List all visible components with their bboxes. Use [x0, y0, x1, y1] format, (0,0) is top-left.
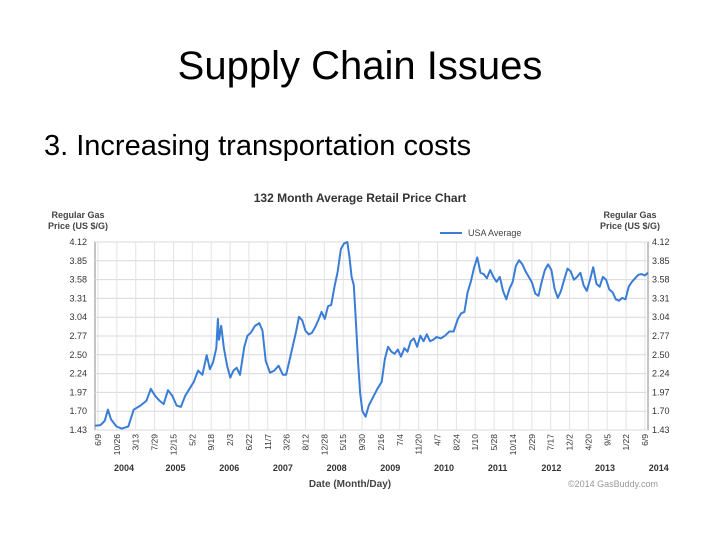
- date-tick-label: 6/9: [93, 434, 103, 446]
- date-tick-label: 6/9: [640, 434, 650, 446]
- date-tick-label: 9/30: [357, 434, 367, 451]
- date-tick-label: 8/24: [451, 434, 461, 451]
- series-lines: [94, 241, 649, 430]
- left-tick-label: 2.50: [69, 350, 87, 360]
- date-tick-label: 6/22: [244, 434, 254, 451]
- right-tick-label: 2.24: [652, 369, 670, 379]
- date-tick-label: 5/2: [187, 434, 197, 446]
- right-tick-label: 3.04: [652, 312, 670, 322]
- date-tick-label: 3/13: [131, 434, 141, 451]
- left-tick-label: 3.58: [69, 275, 87, 285]
- year-tick-label: 2008: [327, 463, 347, 473]
- right-tick-label: 2.50: [652, 350, 670, 360]
- year-tick-label: 2005: [166, 463, 186, 473]
- slide-title: Supply Chain Issues: [177, 44, 543, 88]
- date-tick-label: 8/12: [300, 434, 310, 451]
- right-tick-label: 3.85: [652, 256, 670, 266]
- right-tick-label: 1.43: [652, 425, 670, 435]
- year-tick-label: 2013: [595, 463, 615, 473]
- date-tick-label: 11/7: [263, 434, 273, 450]
- date-tick-label: 1/22: [621, 434, 631, 451]
- right-tick-label: 4.12: [652, 237, 670, 247]
- left-tick-label: 1.97: [69, 387, 87, 397]
- year-tick-label: 2006: [219, 463, 239, 473]
- right-tick-label: 1.97: [652, 387, 670, 397]
- left-tick-label: 3.31: [69, 293, 87, 303]
- x-axis-date-ticks: 6/9 10/26 3/13 7/29 12/15 5/2 9/18 2/3 6/22 11/7 3…: [93, 434, 650, 456]
- year-tick-label: 2007: [273, 463, 293, 473]
- right-axis-ticks: 1.43 1.70 1.97 2.24 2.50 2.77 3.04 3.31 3.58 3.85…: [652, 237, 670, 435]
- right-axis-label-line2: Price (US $/G): [600, 221, 660, 231]
- date-tick-label: 3/26: [282, 434, 292, 451]
- date-tick-label: 1/10: [470, 434, 480, 451]
- date-tick-label: 11/20: [414, 434, 424, 455]
- year-tick-label: 2012: [541, 463, 561, 473]
- left-tick-label: 2.24: [69, 369, 87, 379]
- date-tick-label: 5/15: [338, 434, 348, 451]
- year-tick-label: 2009: [380, 463, 400, 473]
- right-tick-label: 3.31: [652, 293, 670, 303]
- date-tick-label: 2/16: [376, 434, 386, 451]
- year-tick-label: 2010: [434, 463, 454, 473]
- right-axis-label-line1: Regular Gas: [603, 210, 656, 220]
- date-tick-label: 5/28: [489, 434, 499, 451]
- date-tick-label: 7/4: [395, 434, 405, 446]
- date-tick-label: 9/18: [206, 434, 216, 451]
- series-line-usa-average: [94, 241, 649, 430]
- year-tick-label: 2014: [649, 463, 669, 473]
- horizontal-gridlines: [95, 241, 648, 431]
- left-tick-label: 1.70: [69, 406, 87, 416]
- x-axis-label: Date (Month/Day): [309, 479, 391, 490]
- left-tick-label: 1.43: [69, 425, 87, 435]
- date-tick-label: 2/29: [527, 434, 537, 451]
- date-tick-label: 9/5: [602, 434, 612, 446]
- left-axis-ticks: 1.43 1.70 1.97 2.24 2.50 2.77 3.04 3.31 3.58 3.85…: [69, 237, 87, 435]
- date-tick-label: 2/3: [225, 434, 235, 446]
- date-tick-label: 10/14: [508, 434, 518, 456]
- date-tick-label: 4/7: [433, 434, 443, 446]
- chart-title: 132 Month Average Retail Price Chart: [254, 191, 467, 205]
- chart-credit: ©2014 GasBuddy.com: [568, 479, 658, 489]
- right-tick-label: 3.58: [652, 275, 670, 285]
- date-tick-label: 12/2: [565, 434, 575, 451]
- date-tick-label: 12/28: [319, 434, 329, 456]
- date-tick-label: 7/17: [546, 434, 556, 451]
- left-tick-label: 3.85: [69, 256, 87, 266]
- vertical-gridlines: [97, 242, 646, 430]
- year-tick-label: 2004: [114, 463, 134, 473]
- left-tick-label: 2.77: [69, 331, 87, 341]
- date-tick-label: 4/20: [583, 434, 593, 451]
- legend-label: USA Average: [468, 228, 521, 238]
- left-axis-label-line1: Regular Gas: [51, 210, 104, 220]
- right-tick-label: 2.77: [652, 331, 670, 341]
- price-chart: 132 Month Average Retail Price Chart Reg…: [48, 191, 670, 490]
- left-axis-label-line2: Price (US $/G): [48, 221, 108, 231]
- date-tick-label: 7/29: [150, 434, 160, 451]
- date-tick-label: 10/26: [112, 434, 122, 456]
- left-tick-label: 3.04: [69, 312, 87, 322]
- slide-bullet: 3. Increasing transportation costs: [44, 130, 472, 162]
- right-tick-label: 1.70: [652, 406, 670, 416]
- date-tick-label: 12/15: [168, 434, 178, 456]
- left-tick-label: 4.12: [69, 237, 87, 247]
- year-tick-label: 2011: [488, 463, 508, 473]
- x-axis-year-ticks: 2004 2005 2006 2007 2008 2009 2010 2011 2012 2013…: [114, 463, 669, 473]
